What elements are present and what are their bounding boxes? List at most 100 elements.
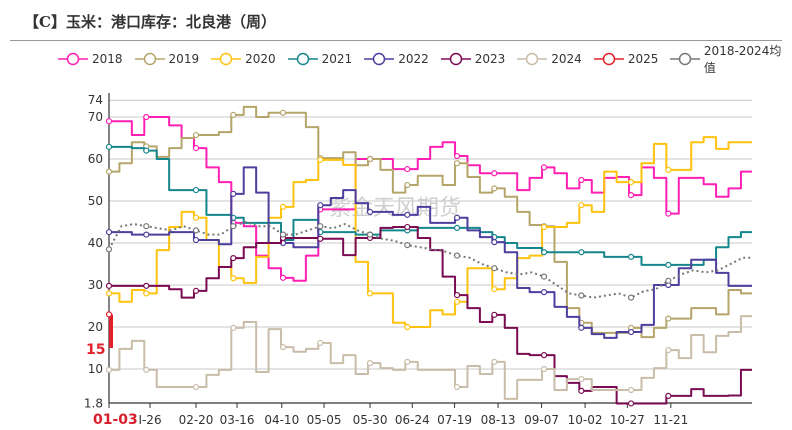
data-point [366, 208, 374, 216]
y-tick-label: 10 [88, 362, 103, 376]
data-point [404, 242, 411, 249]
x-tick-label: I-26 [138, 413, 161, 427]
data-point [578, 249, 585, 256]
data-point [105, 168, 113, 175]
data-point [627, 294, 635, 301]
data-point [404, 165, 411, 173]
data-point [105, 118, 113, 125]
series-line [109, 145, 752, 266]
data-point [366, 155, 374, 163]
data-point [453, 160, 461, 167]
data-point [143, 282, 150, 289]
data-point [578, 375, 585, 383]
series-line [109, 166, 752, 339]
legend-item[interactable]: 2024 [517, 42, 582, 76]
legend-marker-icon [517, 52, 548, 66]
data-point [627, 253, 635, 260]
legend-marker-icon [440, 52, 471, 66]
data-point [404, 323, 411, 331]
data-point [491, 170, 498, 177]
data-point [230, 275, 237, 282]
series-line [109, 226, 752, 405]
data-point [404, 211, 411, 218]
data-point [578, 387, 585, 394]
legend-item[interactable]: 2023 [440, 42, 505, 76]
legend-item[interactable]: 2021 [287, 42, 353, 76]
data-point [404, 223, 411, 231]
data-point [578, 202, 585, 209]
legend-marker-icon [287, 52, 318, 66]
series-line [109, 116, 752, 282]
legend-item[interactable]: 2022 [364, 42, 429, 76]
y-tick-label: 20 [88, 320, 103, 334]
data-point [317, 223, 324, 230]
legend-label: 2018 [92, 52, 123, 66]
data-point [578, 176, 585, 184]
legend-item[interactable]: 2020 [211, 42, 276, 76]
series-line [108, 221, 752, 299]
data-point [453, 152, 461, 160]
data-point [317, 339, 324, 347]
data-point [366, 290, 374, 297]
title-divider [10, 40, 782, 41]
legend: 2018 2019 2020 2021 2022 2023 2024 2025 2018-202… [58, 42, 792, 76]
data-point [665, 261, 672, 268]
data-point [366, 231, 374, 238]
data-point [366, 360, 374, 367]
x-tick-label: 11-21 [653, 413, 688, 427]
data-point [665, 277, 672, 284]
y-tick-label: 50 [88, 194, 103, 208]
data-point [230, 324, 237, 331]
legend-marker-icon [134, 52, 165, 66]
data-point [230, 190, 237, 197]
data-point [578, 324, 585, 331]
data-point [540, 365, 548, 373]
data-point [279, 274, 287, 281]
data-point [192, 214, 200, 221]
data-point [230, 255, 237, 262]
data-point [627, 400, 635, 407]
series-line [109, 105, 752, 339]
legend-item[interactable]: 2019 [134, 42, 199, 76]
data-point [279, 203, 287, 210]
legend-item[interactable]: 2018-2024均值 [670, 42, 792, 76]
data-point [665, 347, 672, 354]
data-point [453, 291, 461, 299]
data-point [105, 290, 113, 297]
legend-item[interactable]: 2018 [58, 42, 123, 76]
data-point [665, 210, 672, 217]
y-tick-label: 40 [88, 236, 103, 250]
legend-label: 2020 [245, 52, 276, 66]
data-point [105, 282, 113, 289]
data-point [105, 311, 113, 318]
data-point [143, 113, 150, 121]
data-point [192, 383, 200, 391]
data-point [404, 358, 411, 365]
legend-item[interactable]: 2025 [593, 42, 658, 76]
data-point [192, 144, 200, 152]
data-point [491, 358, 498, 365]
x-tick-label: 10-27 [610, 413, 645, 427]
data-point [317, 156, 324, 163]
data-point [665, 166, 672, 174]
y-tick-label: 74 [88, 93, 103, 107]
x-tick-label: 02-20 [179, 413, 214, 427]
data-point [453, 224, 461, 231]
data-point [491, 311, 498, 318]
data-point [540, 249, 548, 256]
data-point [279, 344, 287, 351]
data-point [491, 286, 498, 293]
data-point [192, 186, 200, 194]
x-tick-label: 08-13 [481, 413, 516, 427]
data-point [627, 386, 635, 394]
data-point [540, 352, 548, 359]
legend-label: 2024 [551, 52, 582, 66]
data-point [453, 252, 461, 259]
data-point [453, 298, 461, 305]
x-tick-label: 05-30 [353, 413, 388, 427]
series-line [109, 315, 752, 400]
data-point [105, 366, 113, 373]
legend-label: 2021 [321, 52, 353, 66]
data-point [627, 179, 635, 186]
data-point [317, 202, 324, 209]
